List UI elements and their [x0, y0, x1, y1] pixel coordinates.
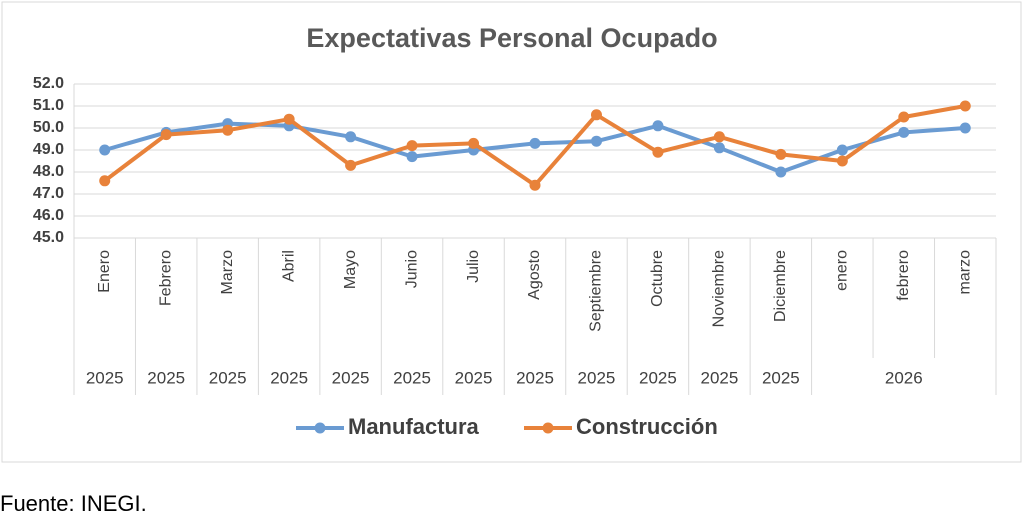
data-point: [590, 109, 602, 121]
chart-title: Expectativas Personal Ocupado: [306, 23, 717, 53]
y-tick-label: 47.0: [33, 185, 64, 202]
year-label: 2025: [762, 368, 800, 387]
year-label: 2025: [455, 368, 493, 387]
data-point: [959, 100, 971, 112]
data-point: [345, 159, 357, 171]
data-point: [836, 155, 848, 167]
data-point: [99, 144, 111, 156]
year-label: 2025: [332, 368, 370, 387]
x-tick-label: Junio: [403, 250, 420, 288]
legend-marker: [314, 422, 326, 434]
chart-border: [1, 1, 1022, 463]
x-tick-label: Marzo: [219, 250, 236, 295]
data-point: [406, 151, 418, 163]
year-label: 2025: [516, 368, 554, 387]
data-point: [160, 129, 172, 141]
data-point: [529, 137, 541, 149]
x-tick-label: marzo: [956, 250, 973, 295]
x-tick-label: febrero: [895, 250, 912, 301]
data-point: [406, 140, 418, 152]
x-tick-label: Abril: [280, 250, 297, 282]
data-point: [898, 126, 910, 138]
x-tick-label: Julio: [465, 250, 482, 283]
legend-marker: [542, 422, 554, 434]
legend-label: Manufactura: [348, 414, 480, 439]
y-tick-label: 51.0: [33, 97, 64, 114]
data-point: [652, 146, 664, 158]
y-tick-label: 50.0: [33, 119, 64, 136]
data-point: [590, 135, 602, 147]
year-label: 2025: [270, 368, 308, 387]
data-point: [713, 142, 725, 154]
year-label: 2025: [578, 368, 616, 387]
data-point: [775, 148, 787, 160]
x-tick-label: Septiembre: [588, 250, 605, 332]
x-tick-label: Noviembre: [711, 250, 728, 327]
year-label: 2025: [700, 368, 738, 387]
year-label: 2025: [209, 368, 247, 387]
y-tick-label: 49.0: [33, 141, 64, 158]
x-tick-label: Octubre: [649, 250, 666, 307]
y-tick-label: 46.0: [33, 207, 64, 224]
x-tick-label: Agosto: [526, 250, 543, 300]
data-point: [222, 124, 234, 136]
year-label: 2025: [86, 368, 124, 387]
x-tick-label: enero: [834, 250, 851, 291]
data-point: [529, 179, 541, 191]
year-label: 2026: [885, 368, 923, 387]
y-tick-label: 52.0: [33, 75, 64, 92]
data-point: [898, 111, 910, 123]
data-point: [652, 120, 664, 132]
y-tick-label: 48.0: [33, 163, 64, 180]
year-label: 2025: [639, 368, 677, 387]
data-point: [283, 113, 295, 125]
data-point: [959, 122, 971, 134]
x-tick-label: Diciembre: [772, 250, 789, 322]
x-tick-label: Mayo: [342, 250, 359, 289]
year-label: 2025: [393, 368, 431, 387]
data-point: [836, 144, 848, 156]
data-point: [345, 131, 357, 143]
data-point: [99, 175, 111, 187]
data-point: [713, 131, 725, 143]
data-point: [468, 137, 480, 149]
x-tick-label: Febrero: [157, 250, 174, 306]
source-note: Fuente: INEGI.: [0, 491, 147, 516]
y-tick-label: 45.0: [33, 229, 64, 246]
legend-label: Construcción: [576, 414, 718, 439]
x-tick-label: Enero: [96, 250, 113, 293]
year-label: 2025: [147, 368, 185, 387]
data-point: [775, 166, 787, 178]
